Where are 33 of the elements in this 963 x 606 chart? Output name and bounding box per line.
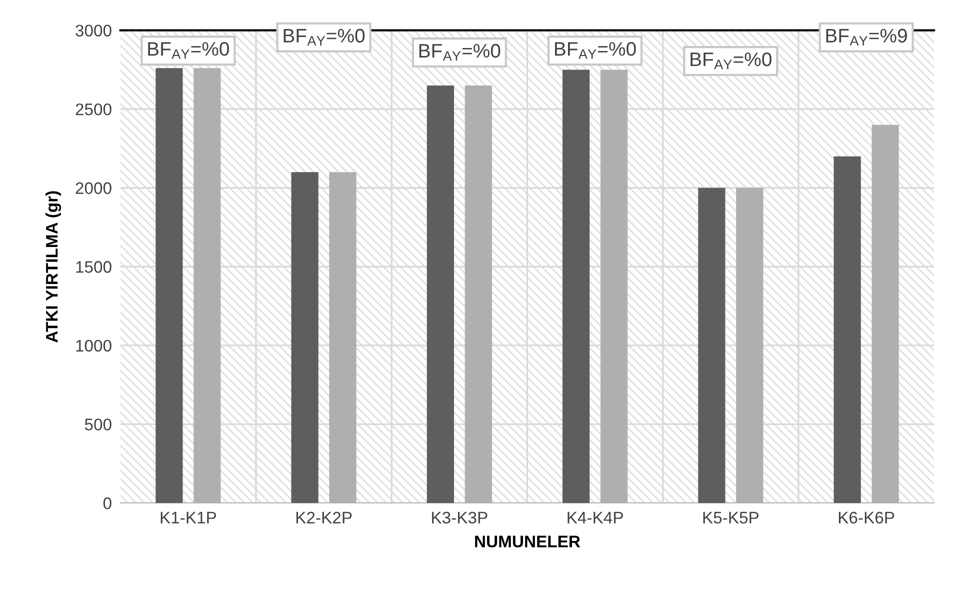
x-axis-title: NUMUNELER — [475, 536, 580, 548]
bar — [426, 85, 454, 503]
x-tick-label: K2-K2P — [296, 512, 352, 524]
annotation: BF$_{AY}$=%0 — [555, 42, 636, 59]
y-tick-label: 1500 — [76, 261, 112, 273]
y-tick-label: 0 — [103, 497, 112, 510]
x-tick-label: K1-K1P — [160, 512, 216, 524]
annotation: BF$_{AY}$=%0 — [148, 42, 229, 59]
x-tick-label: K5-K5P — [703, 512, 759, 524]
annotation: BF$_{AY}$=%9 — [826, 28, 907, 46]
bar — [600, 70, 628, 503]
x-tick-label: K4-K4P — [568, 512, 623, 524]
bar — [736, 188, 764, 503]
annotation: BF$_{AY}$=%0 — [690, 52, 772, 70]
bar — [698, 188, 726, 503]
y-tick-label: 3000 — [76, 24, 112, 37]
bar — [562, 70, 590, 503]
y-tick-label: 1000 — [76, 340, 112, 352]
bar — [464, 85, 492, 503]
bar — [291, 172, 318, 503]
y-tick-label: 2000 — [76, 182, 112, 194]
y-tick-label: 2500 — [76, 103, 112, 116]
x-tick-label: K3-K3P — [432, 512, 488, 524]
annotation: BF$_{AY}$=%0 — [419, 44, 500, 61]
bar — [156, 68, 183, 503]
bar — [834, 156, 861, 503]
annotation: BF$_{AY}$=%0 — [284, 28, 365, 46]
bar — [872, 124, 899, 503]
x-tick-label: K6-K6P — [838, 512, 894, 524]
bar — [194, 68, 221, 503]
y-tick-label: 500 — [84, 418, 112, 430]
y-axis-title: ATKI YIRTILMA (gr) — [45, 191, 62, 342]
bar — [329, 172, 356, 503]
